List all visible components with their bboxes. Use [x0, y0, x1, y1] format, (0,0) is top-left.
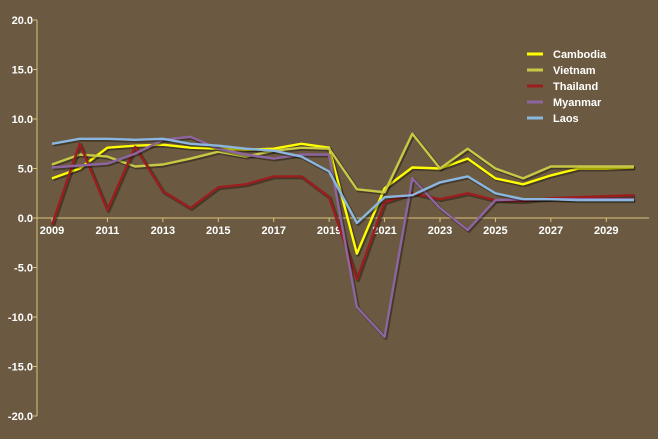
x-tick-label: 2021	[372, 225, 396, 237]
series-line-vietnam	[51, 132, 634, 194]
x-tick-label: 2027	[539, 225, 563, 237]
legend-label: Thailand	[553, 81, 598, 93]
y-tick-label: 5.0	[18, 164, 33, 176]
legend: Cambodia Vietnam Thailand Myanmar Laos	[527, 49, 607, 125]
y-tick-label: 10.0	[12, 114, 33, 126]
x-tick-label: 2023	[428, 225, 452, 237]
y-tick-label: -15.0	[8, 362, 33, 374]
x-tick-label: 2017	[261, 225, 285, 237]
x-tick-label: 2011	[95, 225, 119, 237]
y-tick-label: 15.0	[12, 65, 33, 77]
y-axis-ticks: 20.0 15.0 10.0 5.0 0.0 -5.0 -10.0 -15.0 -20.0	[8, 15, 37, 423]
legend-label: Laos	[553, 113, 579, 125]
x-tick-label: 2013	[151, 225, 175, 237]
x-tick-label: 2015	[206, 225, 230, 237]
series-line-shadow	[52, 133, 636, 196]
legend-label: Vietnam	[553, 65, 596, 77]
legend-label: Cambodia	[553, 49, 607, 61]
y-tick-label: -20.0	[8, 411, 33, 423]
y-tick-label: 20.0	[12, 15, 33, 27]
x-tick-label: 2009	[40, 225, 64, 237]
y-tick-label: -10.0	[8, 312, 33, 324]
legend-label: Myanmar	[553, 97, 602, 109]
x-axis-ticks: 2009 2011 2013 2015 2017 2019 2021 2023 2025 2027…	[40, 218, 619, 237]
x-tick-label: 2025	[483, 225, 507, 237]
series-line-thailand	[50, 142, 635, 281]
y-tick-label: 0.0	[18, 213, 33, 225]
y-tick-label: -5.0	[14, 263, 33, 275]
x-tick-label: 2029	[594, 225, 618, 237]
series-line-cambodia	[51, 142, 635, 255]
series-line-laos	[51, 137, 634, 225]
series-lines	[50, 132, 636, 340]
x-tick-label: 2019	[317, 225, 341, 237]
